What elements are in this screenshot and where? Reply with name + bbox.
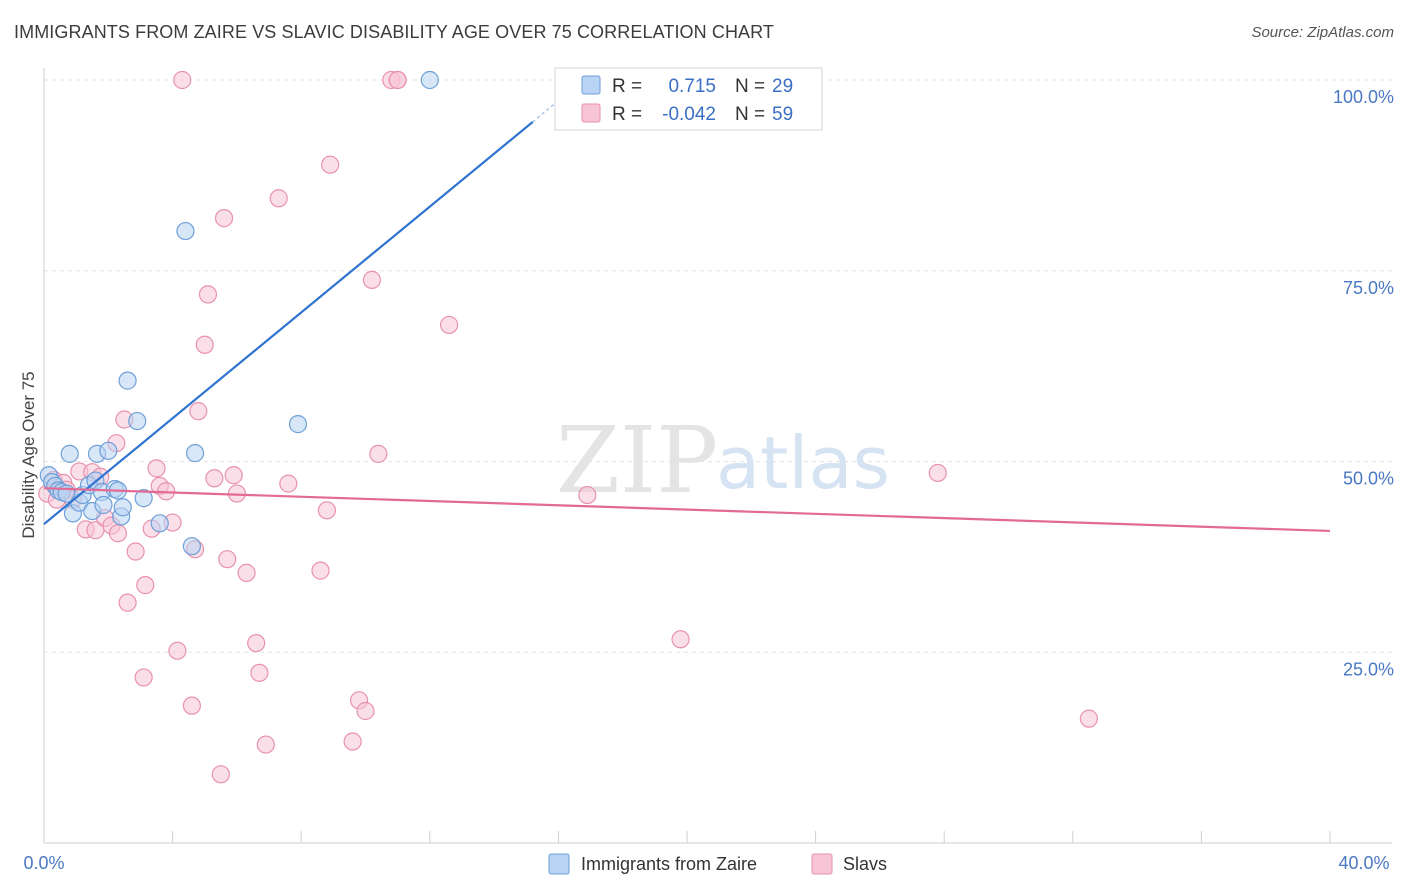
y-tick-label-100: 100.0% xyxy=(1333,87,1394,107)
zaire-point-15 xyxy=(94,495,113,515)
zaire-point-24 xyxy=(150,514,169,533)
slavs-point-17 xyxy=(126,542,145,561)
slavs-point-25 xyxy=(168,641,187,660)
trend-lines xyxy=(43,94,1331,533)
watermark-atlas: atlas xyxy=(716,421,890,505)
slavs-point-29 xyxy=(189,402,208,421)
slavs-point-46 xyxy=(321,155,340,174)
slavs-point-47 xyxy=(343,732,362,751)
zaire-trend-extension xyxy=(532,94,566,123)
slavs-point-42 xyxy=(269,189,288,208)
axes xyxy=(43,68,1392,844)
zaire-point-23 xyxy=(134,489,153,508)
x-ticks xyxy=(43,831,1331,843)
slavs-point-55 xyxy=(439,315,459,335)
zaire-point-25 xyxy=(176,221,195,241)
zaire-point-29 xyxy=(420,70,439,90)
slavs-point-16 xyxy=(118,593,137,612)
slavs-point-26 xyxy=(173,70,192,90)
slavs-point-59 xyxy=(1079,709,1098,728)
legend-r-value-slavs: -0.042 xyxy=(662,104,716,125)
slavs-point-58 xyxy=(928,463,947,483)
slavs-point-36 xyxy=(224,466,243,485)
slavs-point-41 xyxy=(256,735,275,754)
zaire-point-26 xyxy=(182,537,201,556)
zaire-point-16 xyxy=(99,441,118,460)
bottom-legend-label-slavs: Slavs xyxy=(843,854,887,874)
slavs-point-21 xyxy=(147,459,166,478)
legend-swatch-slavs xyxy=(581,103,601,123)
slavs-point-50 xyxy=(362,270,382,290)
zaire-trend-line xyxy=(43,121,534,525)
slavs-point-30 xyxy=(195,335,214,354)
y-tick-labels: 25.0% 50.0% 75.0% 100.0% xyxy=(1333,87,1394,679)
slavs-point-31 xyxy=(198,285,218,304)
y-tick-label-75: 75.0% xyxy=(1343,278,1394,298)
legend-n-value-zaire: 29 xyxy=(772,76,793,97)
slavs-point-51 xyxy=(369,444,388,463)
slavs-point-45 xyxy=(317,501,337,520)
slavs-point-44 xyxy=(311,561,330,580)
bottom-legend-swatch-slavs xyxy=(811,853,833,875)
bottom-legend-swatch-zaire xyxy=(548,853,570,875)
slavs-point-39 xyxy=(247,633,266,653)
legend-r-label-slavs: R = xyxy=(612,104,642,125)
legend-n-value-slavs: 59 xyxy=(772,104,793,125)
slavs-point-38 xyxy=(237,563,256,582)
zaire-point-27 xyxy=(186,444,205,463)
y-tick-label-50: 50.0% xyxy=(1343,469,1394,489)
bottom-legend-label-zaire: Immigrants from Zaire xyxy=(581,854,757,874)
slavs-point-35 xyxy=(218,550,237,569)
grid-lines xyxy=(44,79,1392,653)
correlation-legend: R = 0.715 N = 29 R = -0.042 N = 59 xyxy=(554,67,823,131)
slavs-point-14 xyxy=(108,524,128,543)
slavs-point-57 xyxy=(671,630,690,649)
x-tick-label-min: 0.0% xyxy=(23,853,64,873)
legend-n-label-slavs: N = xyxy=(735,104,765,125)
x-tick-label-max: 40.0% xyxy=(1338,853,1389,873)
slavs-point-32 xyxy=(205,469,224,488)
slavs-point-49 xyxy=(356,701,375,721)
slavs-point-40 xyxy=(250,663,269,682)
zaire-point-6 xyxy=(60,444,79,463)
y-axis-label: Disability Age Over 75 xyxy=(19,371,38,538)
slavs-point-43 xyxy=(279,474,298,493)
slavs-point-54 xyxy=(388,70,407,90)
legend-r-value-zaire: 0.715 xyxy=(668,76,716,97)
legend-n-label-zaire: N = xyxy=(735,76,765,97)
zaire-point-21 xyxy=(118,371,137,390)
watermark: ZIP atlas xyxy=(556,407,890,514)
zaire-points xyxy=(39,70,439,556)
slavs-point-18 xyxy=(134,668,153,687)
zaire-point-22 xyxy=(128,411,147,431)
y-tick-label-25: 25.0% xyxy=(1343,659,1394,679)
legend-r-label-zaire: R = xyxy=(612,76,642,97)
zaire-point-28 xyxy=(288,415,308,434)
slavs-point-34 xyxy=(214,209,234,228)
source-label: Source: ZipAtlas.com xyxy=(1251,24,1394,41)
slavs-point-56 xyxy=(578,485,597,505)
slavs-point-27 xyxy=(182,696,201,715)
slavs-point-19 xyxy=(136,576,155,595)
slavs-trend-line xyxy=(43,487,1331,533)
series-legend: Immigrants from Zaire Slavs xyxy=(548,853,887,875)
slavs-point-33 xyxy=(211,765,230,784)
zaire-point-20 xyxy=(113,498,132,517)
chart-title: IMMIGRANTS FROM ZAIRE VS SLAVIC DISABILI… xyxy=(14,22,775,42)
legend-swatch-zaire xyxy=(581,75,601,95)
